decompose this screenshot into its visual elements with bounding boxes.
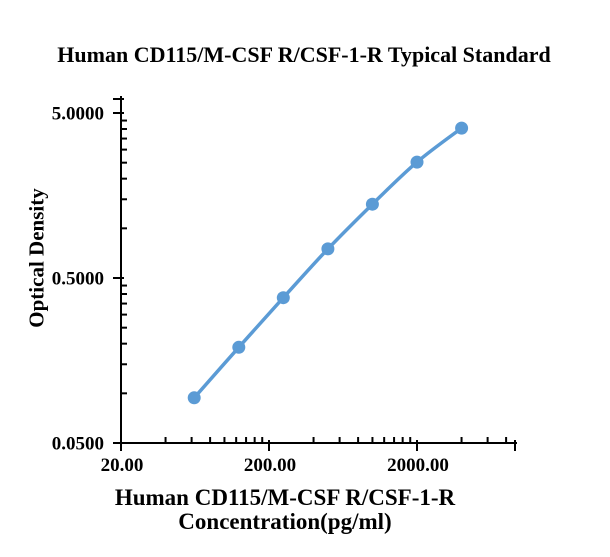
x-tick-label: 200.00 <box>244 455 296 476</box>
x-axis-label: Human CD115/M-CSF R/CSF-1-R Concentratio… <box>115 486 455 534</box>
data-point-marker <box>187 391 201 405</box>
x-tick-label: 20.00 <box>101 455 144 476</box>
data-point-marker <box>365 197 379 211</box>
data-point-marker <box>276 291 290 305</box>
y-tick-label: 0.0500 <box>52 434 104 455</box>
standard-curve-line <box>192 126 464 400</box>
x-tick-label: 2000.00 <box>387 455 449 476</box>
y-tick-label: 5.0000 <box>52 104 104 125</box>
x-axis-label-line1: Human CD115/M-CSF R/CSF-1-R <box>114 485 456 510</box>
y-tick-label: 0.5000 <box>52 269 104 290</box>
data-point-marker <box>321 242 335 256</box>
data-point-marker <box>455 121 469 135</box>
data-point-marker <box>410 155 424 169</box>
chart-title: Human CD115/M-CSF R/CSF-1-R Typical Stan… <box>57 42 551 67</box>
data-point-marker <box>232 340 246 354</box>
x-axis-label-line2: Concentration(pg/ml) <box>178 509 392 534</box>
